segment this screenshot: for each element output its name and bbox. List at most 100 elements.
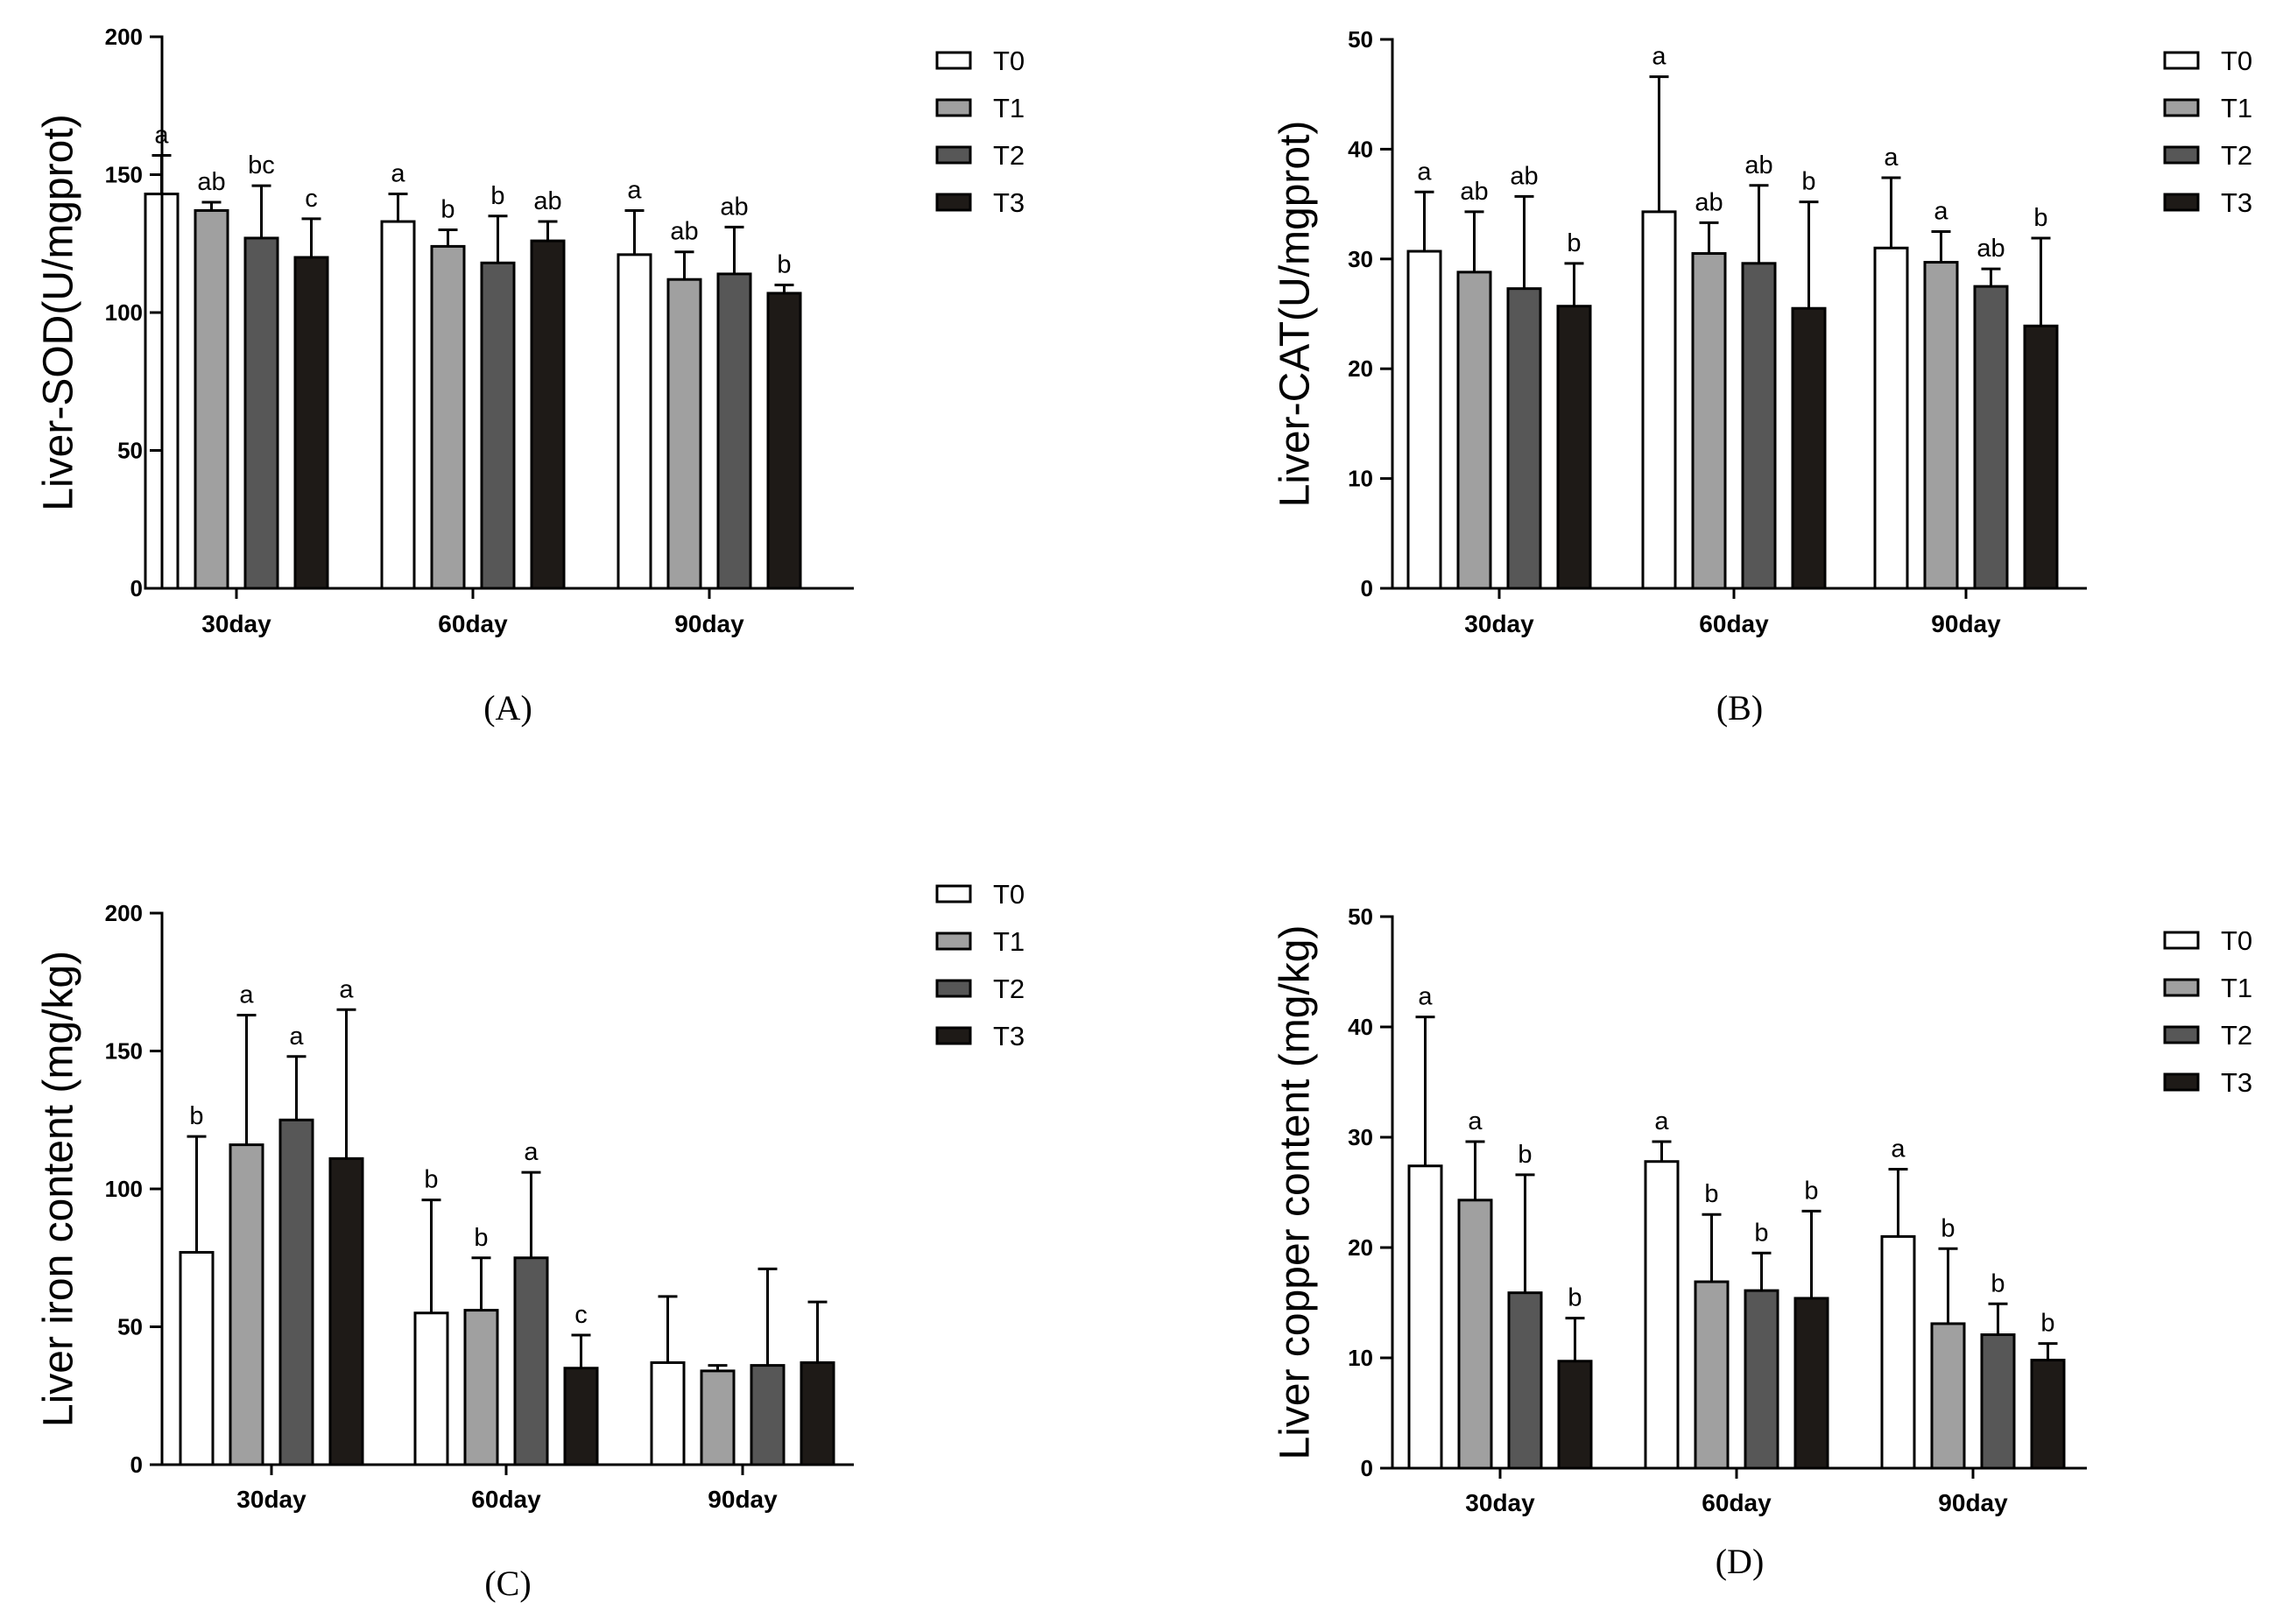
legend-label: T3 — [2221, 1067, 2252, 1098]
y-axis-label: Liver iron content (mg/kg) — [36, 951, 82, 1427]
significance-letter: b — [2033, 204, 2047, 232]
significance-letter: ab — [1977, 235, 2005, 263]
x-tick-label: 30day — [236, 1486, 307, 1513]
significance-letter: b — [1518, 1141, 1532, 1169]
significance-letter: a — [524, 1138, 539, 1166]
legend-label: T2 — [2221, 1020, 2252, 1051]
panel-label: (B) — [1716, 688, 1763, 728]
legend-swatch-T1 — [2163, 98, 2200, 117]
legend-label: T1 — [993, 93, 1025, 123]
legend-label: T3 — [993, 187, 1025, 218]
legend-swatch-T2 — [2163, 1025, 2200, 1044]
bar-T1-30day — [1456, 271, 1492, 590]
panel-label: (A) — [483, 688, 532, 728]
y-axis-label: Liver-SOD(U/mgprot) — [36, 114, 82, 510]
legend-swatch-T2 — [935, 979, 972, 998]
y-tick-label: 40 — [1348, 1014, 1373, 1040]
y-axis-label: Liver copper content (mg/kg) — [1272, 925, 1319, 1460]
bar-T1-90day — [666, 278, 702, 590]
y-tick-label: 20 — [1348, 355, 1373, 382]
significance-letter: a — [289, 1023, 304, 1051]
y-tick-label: 50 — [117, 438, 143, 464]
bar-T3-30day — [293, 256, 329, 590]
x-tick-label: 90day — [1931, 610, 2001, 637]
y-tick-label: 20 — [1348, 1234, 1373, 1261]
significance-letter: a — [339, 975, 354, 1003]
legend-swatch-T3 — [935, 193, 972, 212]
y-tick-label: 50 — [1348, 26, 1373, 53]
bar-T3-90day — [800, 1360, 835, 1466]
legend-swatch-T0 — [2163, 51, 2200, 70]
x-tick-label: 30day — [1464, 610, 1534, 637]
legend-label: T2 — [993, 140, 1025, 171]
x-tick-label: 90day — [674, 610, 744, 637]
y-tick-label: 0 — [1361, 1455, 1373, 1481]
panel-label: (D) — [1716, 1542, 1765, 1581]
bar-T2-30day — [1507, 1291, 1543, 1470]
legend-swatch-T0 — [935, 884, 972, 903]
significance-letter: a — [1934, 197, 1948, 225]
bar-T1-30day — [229, 1143, 264, 1466]
significance-letter: ab — [670, 218, 698, 246]
legend-swatch-T2 — [2163, 145, 2200, 165]
significance-letter: b — [1704, 1180, 1718, 1208]
significance-letter: b — [1941, 1214, 1955, 1242]
x-tick-label: 60day — [1699, 610, 1769, 637]
significance-letter: a — [1654, 1107, 1669, 1135]
significance-letter: a — [1891, 1135, 1906, 1164]
bar-T3-60day — [1793, 1297, 1829, 1470]
y-tick-label: 200 — [105, 24, 143, 50]
legend-label: T0 — [2221, 925, 2252, 956]
bar-T2-30day — [278, 1118, 314, 1466]
x-tick-label: 90day — [1938, 1489, 2008, 1516]
bar-T0-30day — [1407, 1164, 1443, 1470]
x-tick-label: 60day — [438, 610, 508, 637]
bar-T0-90day — [617, 253, 652, 590]
bar-T2-30day — [1506, 287, 1542, 590]
bar-T0-60day — [1641, 210, 1677, 590]
y-tick-label: 150 — [105, 1038, 143, 1065]
bar-T0-60day — [413, 1311, 449, 1466]
legend-swatch-T3 — [2163, 1072, 2200, 1092]
y-tick-label: 150 — [105, 162, 143, 188]
bar-T0-90day — [1873, 246, 1909, 590]
bar-T2-90day — [750, 1364, 786, 1466]
chart-panel: a a a a b b b b b b b b 0 10 20 30 40 50 30day 60day 90day Li… — [1272, 903, 2253, 1581]
legend-label: T0 — [993, 879, 1025, 910]
significance-letter: a — [1418, 983, 1433, 1011]
significance-letter: b — [474, 1224, 488, 1252]
y-tick-label: 0 — [130, 1452, 143, 1478]
bar-T3-60day — [1791, 306, 1827, 590]
significance-letter: ab — [1744, 151, 1772, 179]
significance-letter: b — [440, 196, 454, 224]
legend-label: T0 — [2221, 46, 2252, 76]
y-tick-label: 50 — [117, 1314, 143, 1340]
y-tick-label: 30 — [1348, 246, 1373, 272]
bar-T3-30day — [1556, 305, 1592, 590]
bar-T1-90day — [1930, 1322, 1966, 1470]
significance-letter: ab — [1695, 188, 1723, 216]
significance-letter: bc — [248, 151, 275, 179]
significance-letter: a — [391, 160, 405, 188]
legend-label: T2 — [993, 974, 1025, 1004]
y-tick-label: 50 — [1348, 903, 1373, 930]
bar-T0-30day — [1406, 250, 1442, 590]
legend-label: T0 — [993, 46, 1025, 76]
significance-letter: b — [1804, 1177, 1818, 1205]
legend-label: T1 — [2221, 93, 2252, 123]
y-tick-label: 100 — [105, 1176, 143, 1202]
bar-T1-30day — [194, 208, 229, 590]
significance-letter: b — [490, 182, 504, 210]
x-tick-label: 60day — [471, 1486, 541, 1513]
y-tick-label: 30 — [1348, 1124, 1373, 1150]
bar-T1-90day — [1923, 261, 1959, 590]
significance-letter: ab — [197, 168, 225, 196]
bar-T2-60day — [513, 1256, 549, 1466]
bar-T2-90day — [716, 272, 752, 590]
y-tick-label: 10 — [1348, 466, 1373, 492]
significance-letter: a — [1652, 43, 1666, 71]
legend-label: T1 — [993, 926, 1025, 957]
significance-letter: a — [1884, 144, 1899, 172]
